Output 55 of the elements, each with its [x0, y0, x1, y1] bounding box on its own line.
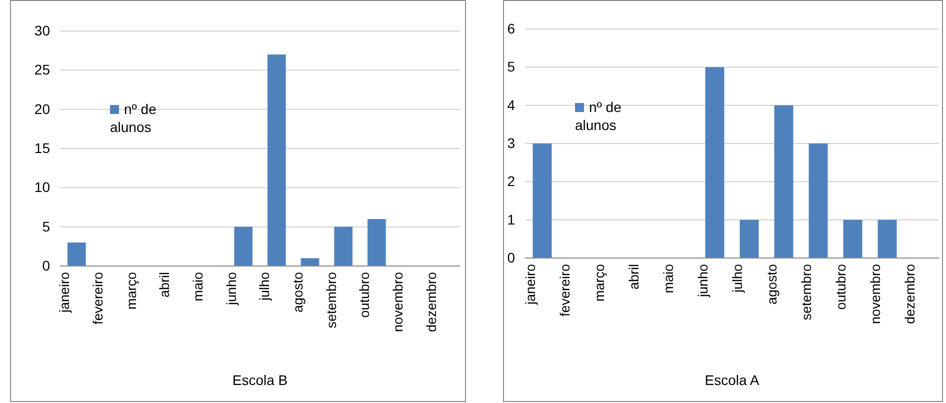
y-tick-label: 2 [507, 173, 516, 190]
y-tick-label: 10 [34, 179, 50, 196]
legend-label: nº de alunos [110, 101, 157, 136]
bar [68, 242, 86, 266]
x-tick-label: outubro [833, 264, 848, 310]
bar [234, 226, 252, 266]
x-tick-label: junho [695, 264, 710, 298]
legend-label: nº de alunos [575, 99, 622, 134]
x-tick-label: setembro [798, 264, 814, 320]
bar [843, 220, 862, 258]
bar [705, 67, 724, 258]
y-tick-label: 5 [42, 218, 50, 234]
x-tick-label: maio [190, 272, 206, 302]
x-tick-label: maio [660, 264, 676, 294]
y-tick-label: 4 [507, 96, 516, 113]
x-tick-label: março [592, 264, 607, 302]
x-tick-label: abril [157, 272, 172, 298]
x-tick-label: julho [730, 264, 745, 294]
x-tick-label: novembro [868, 264, 883, 324]
y-tick-label: 20 [34, 100, 50, 117]
x-tick-label: janeiro [57, 272, 72, 314]
bar [334, 226, 352, 266]
y-tick-label: 3 [507, 134, 516, 151]
y-tick-label: 5 [507, 58, 516, 75]
x-tick-label: agosto [764, 264, 780, 305]
x-tick-label: janeiro [522, 264, 538, 306]
bar [300, 258, 320, 266]
y-tick-label: 1 [507, 211, 516, 228]
x-tick-label: abril [626, 264, 642, 290]
bar [774, 105, 794, 258]
bar [368, 219, 386, 266]
bar [740, 220, 759, 258]
bar [878, 220, 897, 258]
y-tick-label: 6 [507, 20, 516, 36]
x-tick-label: setembro [324, 272, 339, 328]
x-tick-label: julho [257, 272, 272, 302]
y-tick-label: 30 [34, 22, 50, 38]
x-tick-label: dezembro [424, 272, 439, 332]
x-tick-label: março [124, 272, 139, 310]
y-tick-label: 15 [34, 140, 50, 156]
x-tick-label: novembro [390, 272, 406, 332]
x-tick-label: agosto [290, 272, 306, 313]
bar [808, 144, 828, 258]
y-tick-label: 25 [34, 62, 50, 78]
bar [532, 144, 552, 258]
x-tick-label: dezembro [902, 264, 918, 324]
x-axis-title: Escola B [232, 372, 288, 388]
x-tick-label: fevereiro [90, 272, 106, 325]
y-tick-label: 0 [42, 257, 50, 274]
y-tick-label: 0 [507, 249, 516, 266]
x-tick-label: fevereiro [557, 264, 572, 317]
x-tick-label: outubro [357, 272, 372, 318]
bar [268, 54, 286, 266]
x-axis-title: Escola A [704, 372, 760, 388]
x-tick-label: junho [224, 272, 239, 306]
